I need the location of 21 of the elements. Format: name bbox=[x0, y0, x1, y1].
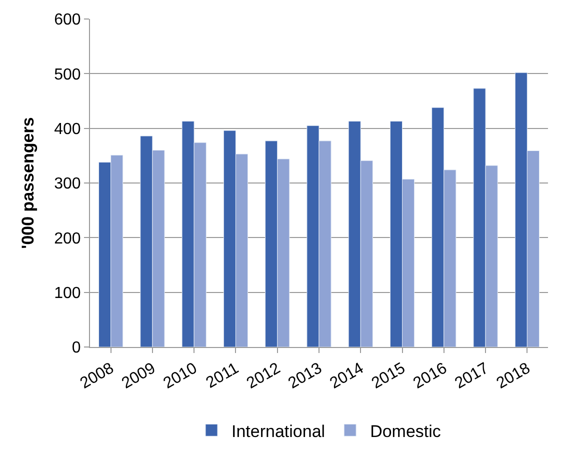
legend-label: Domestic bbox=[370, 422, 442, 441]
y-tick-label: 400 bbox=[54, 120, 81, 138]
x-tick-label: 2016 bbox=[410, 360, 450, 392]
y-tick-label: 100 bbox=[54, 284, 81, 302]
x-tick-label: 2013 bbox=[286, 360, 326, 392]
y-tick-label: 0 bbox=[72, 340, 81, 357]
x-tick-label: 2018 bbox=[494, 360, 534, 392]
x-tick-label: 2008 bbox=[77, 360, 117, 392]
y-tick-label: 600 bbox=[54, 12, 81, 29]
y-tick-label: 500 bbox=[54, 66, 81, 84]
x-tick-label: 2009 bbox=[119, 360, 159, 392]
x-tick-label: 2015 bbox=[368, 360, 408, 392]
y-axis-title: '000 passengers bbox=[18, 117, 38, 249]
x-tick-label: 2017 bbox=[452, 360, 492, 392]
x-tick-label: 2012 bbox=[244, 360, 284, 392]
x-tick-label: 2011 bbox=[203, 360, 242, 392]
x-tick-label: 2014 bbox=[327, 360, 367, 392]
x-tick-label: 2010 bbox=[160, 360, 200, 392]
y-tick-label: 200 bbox=[54, 230, 81, 248]
y-tick-label: 300 bbox=[54, 176, 81, 193]
legend-label: International bbox=[232, 422, 326, 441]
